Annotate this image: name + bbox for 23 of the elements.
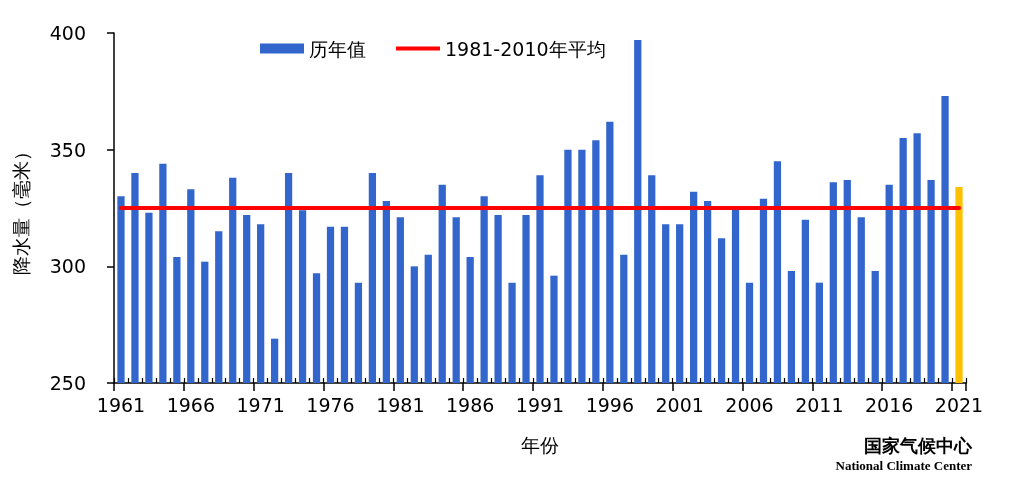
legend-label: 历年值 (309, 37, 366, 60)
x-tick-label: 1986 (445, 393, 495, 416)
x-tick-label: 2016 (865, 393, 914, 416)
x-tick-label: 1981 (376, 393, 425, 416)
x-tick-label: 2021 (934, 393, 984, 416)
x-tick-label: 1961 (96, 393, 146, 416)
x-tick-label: 1991 (515, 393, 565, 416)
y-tick-label: 300 (49, 255, 86, 278)
y-tick-label: 350 (49, 138, 86, 161)
x-tick-label: 1976 (306, 393, 355, 416)
text: 国家气候中心 (864, 434, 973, 456)
x-axis-title: 年份 (521, 433, 559, 456)
x-tick-label: 2001 (655, 393, 704, 416)
legend-label: 1981-2010年平均 (445, 37, 606, 60)
y-axis-title: 降水量（毫米） (9, 141, 32, 275)
y-tick-label: 400 (49, 22, 86, 44)
y-tick-label: 250 (49, 372, 86, 394)
x-tick-label: 2006 (725, 393, 774, 416)
x-tick-label: 1996 (585, 393, 635, 416)
x-tick-label: 2011 (795, 393, 844, 416)
text: National Climate Center (835, 458, 973, 473)
x-tick-label: 1971 (236, 393, 285, 416)
x-tick-label: 1966 (166, 393, 215, 416)
